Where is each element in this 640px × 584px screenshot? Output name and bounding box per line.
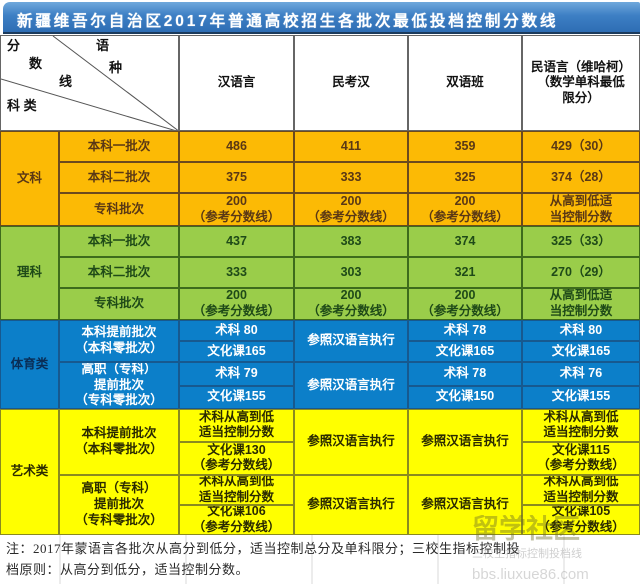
svg-text:留学社区: 留学社区 xyxy=(472,515,580,544)
svg-text:三校生指标控制投档线: 三校生指标控制投档线 xyxy=(472,546,582,560)
svg-text:bbs.liuxue86.com: bbs.liuxue86.com xyxy=(472,566,589,583)
